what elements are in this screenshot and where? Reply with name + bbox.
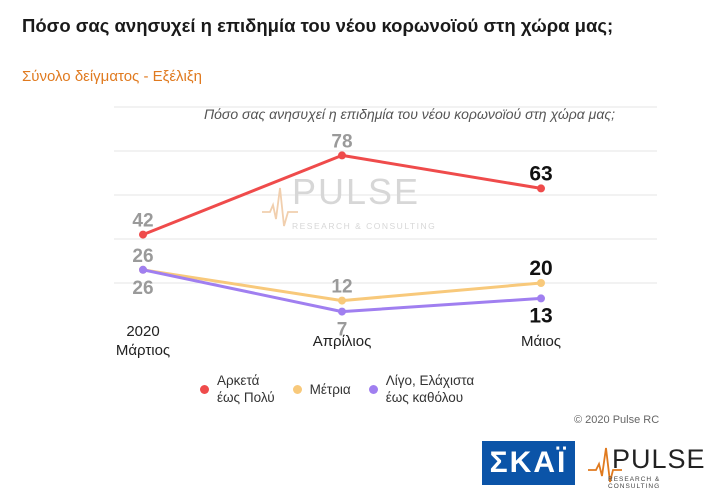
data-point-0-2	[537, 184, 545, 193]
category-label-1: Απρίλιος	[313, 333, 372, 350]
legend-label-moderate: Μέτρια	[309, 381, 351, 397]
chart-title: Πόσο σας ανησυχεί η επιδημία του νέου κο…	[204, 106, 616, 122]
data-point-0-1	[338, 151, 346, 160]
category-label-0-0: 2020	[126, 323, 159, 340]
pulse-logo-word: PULSE	[612, 444, 706, 474]
legend-marker-moderate	[292, 384, 302, 394]
data-point-1-1	[338, 296, 346, 305]
watermark-tagline: RESEARCH & CONSULTING	[292, 221, 436, 231]
legend-item-moderate-concern: Μέτρια	[292, 381, 351, 398]
copyright-text: © 2020 Pulse RC	[574, 414, 660, 426]
watermark-word: PULSE	[292, 171, 420, 212]
page-subtitle: Σύνολο δείγματος - Εξέλιξη	[22, 68, 202, 85]
legend-label-low: Λίγο, Ελάχιστα έως καθόλου	[385, 373, 475, 405]
data-point-1-2	[537, 279, 545, 287]
data-label-2-2: 13	[529, 304, 552, 327]
pulse-logo-tagline: RESEARCH & CONSULTING	[608, 476, 661, 490]
data-label-0-1: 78	[331, 131, 352, 152]
page-title: Πόσο σας ανησυχεί η επιδημία του νέου κο…	[22, 15, 614, 36]
data-point-2-2	[537, 294, 545, 303]
pulse-heartbeat-icon	[588, 447, 622, 483]
legend-label-high: Αρκετά έως Πολύ	[217, 373, 275, 405]
legend-marker-high	[200, 384, 209, 394]
legend-marker-low	[368, 384, 378, 394]
data-label-1-2: 20	[529, 257, 552, 280]
chart-legend: Αρκετά έως Πολύ Μέτρια Λίγο, Ελάχιστα έω…	[200, 372, 492, 406]
data-label-2-1: 7	[337, 320, 348, 341]
data-label-0-0: 42	[132, 211, 153, 232]
category-label-2: Μάιος	[521, 333, 561, 350]
data-label-1-1: 12	[331, 277, 352, 298]
data-label-2-0: 26	[132, 278, 153, 299]
legend-item-low-concern: Λίγο, Ελάχιστα έως καθόλου	[368, 372, 475, 406]
data-label-1-0: 26	[132, 246, 153, 267]
data-point-2-0	[139, 265, 147, 274]
data-label-0-2: 63	[529, 162, 552, 185]
category-label-0-1: Μάρτιος	[116, 342, 170, 359]
legend-item-high-concern: Αρκετά έως Πολύ	[200, 372, 275, 406]
watermark-icon	[262, 187, 298, 227]
skai-logo: ΣΚΑΪ	[482, 441, 575, 485]
data-point-0-0	[139, 230, 147, 239]
data-point-2-1	[338, 307, 346, 316]
pulse-logo: PULSE RESEARCH & CONSULTING	[588, 440, 705, 490]
